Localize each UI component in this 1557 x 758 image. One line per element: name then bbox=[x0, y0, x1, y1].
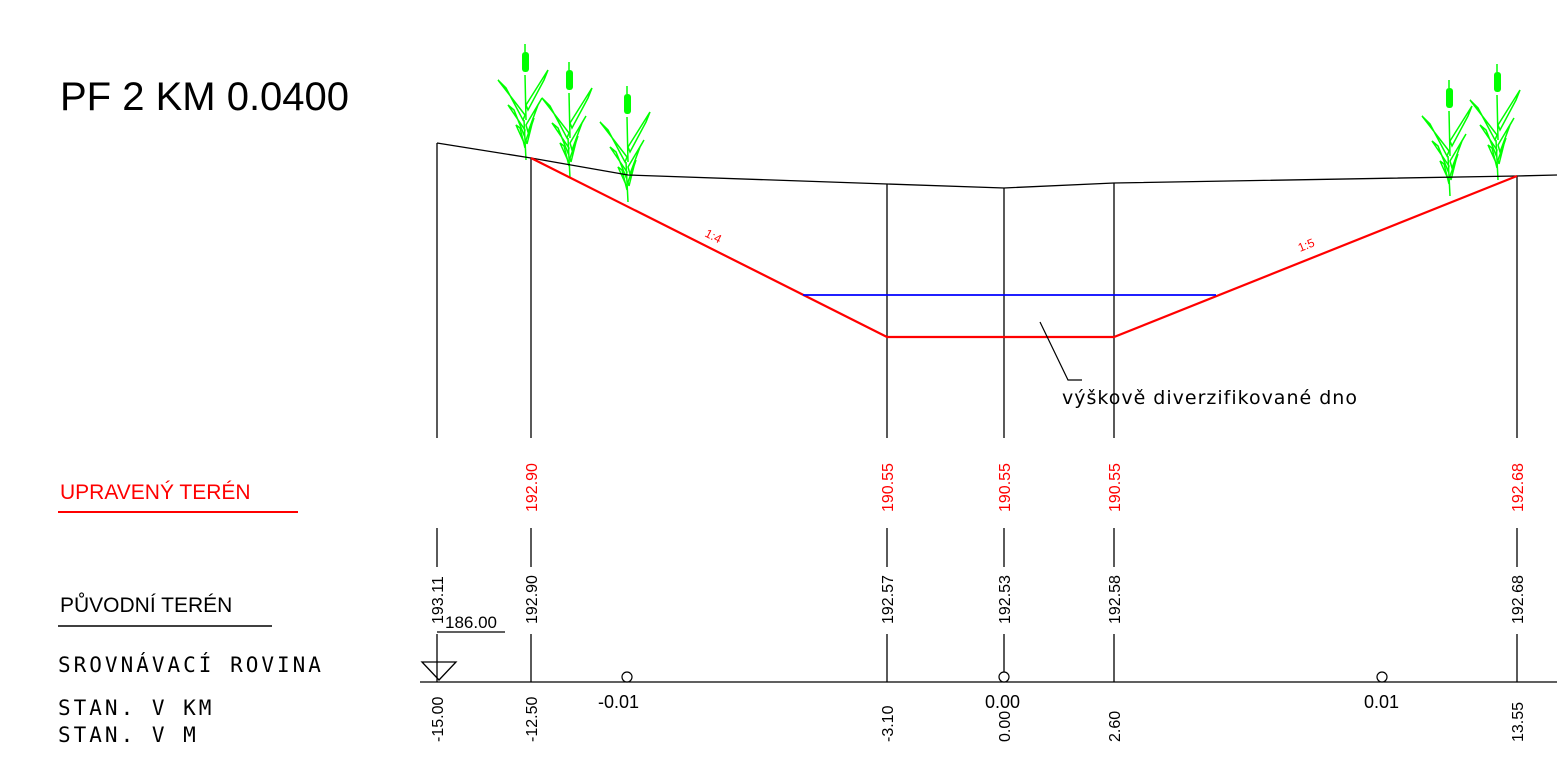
designed-terrain-line bbox=[530, 157, 1518, 339]
station-km-1: -0.01 bbox=[598, 692, 639, 712]
original-terrain-label: PŮVODNÍ TERÉN bbox=[60, 593, 232, 617]
station-m-value: -3.10 bbox=[880, 705, 897, 742]
circle-marker-icon bbox=[621, 671, 1388, 683]
station-m-value: 2.60 bbox=[1107, 711, 1124, 742]
slope-label-right: 1:5 bbox=[1296, 235, 1317, 254]
datum-triangle-icon bbox=[420, 661, 458, 681]
designed-elevation-value: 190.55 bbox=[880, 463, 897, 512]
slope-label-left: 1:4 bbox=[703, 226, 724, 246]
designed-terrain-label: UPRAVENÝ TERÉN bbox=[60, 481, 251, 504]
station-km-label: STAN. V KM bbox=[58, 696, 214, 720]
profile-title: PF 2 KM 0.0400 bbox=[60, 75, 349, 119]
note-leader bbox=[1039, 321, 1082, 381]
designed-elevation-value: 190.55 bbox=[997, 463, 1014, 512]
original-elevation-value: 192.53 bbox=[997, 575, 1014, 624]
designed-elevation-value: 190.55 bbox=[1107, 463, 1124, 512]
bottom-note: výškově diverzifikované dno bbox=[1062, 387, 1358, 409]
original-elevations: 193.11 192.90 192.57 192.53 192.58 192.68 bbox=[430, 528, 1527, 682]
original-elevation-value: 192.57 bbox=[880, 575, 897, 624]
original-elevation-value: 193.11 bbox=[430, 576, 447, 624]
original-elevation-value: 192.58 bbox=[1107, 575, 1124, 624]
datum-value: 186.00 bbox=[445, 613, 497, 632]
stations-m: -15.00 -12.50 -3.10 0.00 2.60 13.55 bbox=[430, 697, 1527, 742]
station-m-value: 13.55 bbox=[1510, 702, 1527, 742]
designed-elevation-value: 192.90 bbox=[524, 463, 541, 512]
station-lines-upper bbox=[436, 143, 1518, 438]
datum-plane-label: SROVNÁVACÍ ROVINA bbox=[58, 652, 324, 677]
station-km-3: 0.01 bbox=[1364, 692, 1399, 712]
station-m-value: -15.00 bbox=[430, 697, 447, 742]
original-terrain-line bbox=[436, 142, 1557, 189]
designed-elevations: 192.90 190.55 190.55 190.55 192.68 bbox=[524, 463, 1527, 512]
station-m-value: 0.00 bbox=[997, 711, 1014, 742]
original-elevation-value: 192.68 bbox=[1510, 575, 1527, 624]
station-m-value: -12.50 bbox=[524, 697, 541, 742]
designed-elevation-value: 192.68 bbox=[1510, 463, 1527, 512]
original-elevation-value: 192.90 bbox=[524, 575, 541, 624]
station-m-label: STAN. V M bbox=[58, 723, 199, 747]
station-km-2: 0.00 bbox=[985, 692, 1020, 712]
